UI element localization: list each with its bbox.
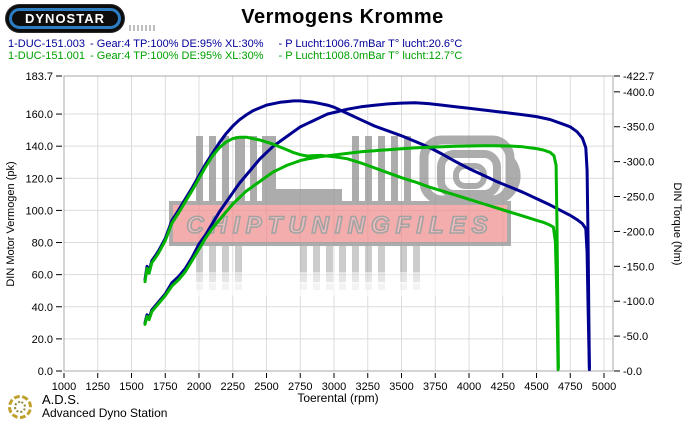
- y-left-tick-label: 160.0: [25, 109, 53, 121]
- chart-axes: 1000 1250 1500 1750 2000 2250 2500 2750 3000 3250…: [25, 71, 654, 393]
- y-right-tick-label: -250.0: [623, 192, 654, 204]
- x-tick-label: 1750: [153, 381, 177, 393]
- watermark-fade: [185, 282, 530, 296]
- ads-footer: A.D.S. Advanced Dyno Station: [5, 391, 167, 422]
- x-tick-label: 3250: [356, 381, 380, 393]
- dyno-curves: [143, 99, 591, 372]
- left-axis-title: DIN Motor Vermogen (pk): [5, 161, 17, 286]
- right-axis-title: DIN Torque (Nm): [671, 183, 683, 266]
- x-tick-label: 4000: [457, 381, 481, 393]
- ads-name: Advanced Dyno Station: [42, 406, 168, 420]
- ads-swirl-icon: [5, 391, 35, 422]
- legend: 1-DUC-151.003 - Gear:4 TP:100% DE:95% XL:…: [8, 38, 467, 62]
- y-right-tick-label: -100.0: [623, 296, 654, 308]
- y-left-tick-label: 120.0: [25, 173, 53, 185]
- x-tick-label: 4250: [491, 381, 515, 393]
- y-left-tick-label: 140.0: [25, 141, 53, 153]
- y-right-tick-label: -350.0: [623, 122, 654, 134]
- x-tick-label: 4500: [524, 381, 548, 393]
- x-tick-label: 1000: [52, 381, 76, 393]
- y-left-tick-label: 183.7: [25, 71, 53, 83]
- curve-power: [143, 144, 560, 370]
- y-right-tick-label: -422.7: [623, 71, 654, 83]
- chiptuningfiles-watermark: CHIPTUNINGFILES: [169, 135, 530, 296]
- curve-power: [143, 101, 591, 370]
- y-left-tick-label: 20.0: [32, 334, 53, 346]
- x-tick-label: 1500: [119, 381, 143, 393]
- run-ambient: - P Lucht:1006.7mBar T° lucht:20.6°C: [278, 38, 463, 50]
- y-left-tick-label: 0.0: [38, 366, 53, 378]
- logo-ellipse: [9, 8, 121, 29]
- x-tick-label: 2250: [221, 381, 245, 393]
- curve-torque: [143, 135, 560, 372]
- y-right-tick-label: -300.0: [623, 157, 654, 169]
- x-tick-label: 5000: [592, 381, 616, 393]
- y-right-tick-label: -400.0: [623, 87, 654, 99]
- watermark-text: CHIPTUNINGFILES: [186, 212, 493, 239]
- x-tick-label: 2750: [288, 381, 312, 393]
- logo-text: DYNOSTAR: [25, 11, 105, 26]
- run-params: - Gear:4 TP:100% DE:95% XL:30%: [90, 38, 264, 50]
- logo-subtext-smudge: [129, 25, 157, 31]
- x-axis-title: Toerental (rpm): [297, 391, 378, 405]
- x-tick-label: 2000: [187, 381, 211, 393]
- page-title: Vermogens Kromme: [241, 6, 444, 28]
- watermark-bars-upper: [196, 136, 411, 203]
- dynostar-logo: DYNOSTAR: [6, 5, 124, 32]
- x-tick-label: 4750: [558, 381, 582, 393]
- x-tick-label: 3500: [389, 381, 413, 393]
- legend-run-2: 1-DUC-151.001 - Gear:4 TP:100% DE:95% XL:…: [8, 50, 467, 62]
- y-right-tick-label: -0.0: [623, 366, 642, 378]
- watermark-fade: [185, 272, 530, 284]
- run-params: - Gear:4 TP:100% DE:95% XL:30%: [90, 50, 264, 62]
- legend-run-1: 1-DUC-151.003 - Gear:4 TP:100% DE:95% XL:…: [8, 38, 467, 50]
- y-right-tick-label: -50.0: [623, 331, 648, 343]
- ads-text: A.D.S. Advanced Dyno Station: [42, 393, 167, 420]
- run-ambient: - P Lucht:1008.0mBar T° lucht:12.7°C: [278, 50, 463, 62]
- y-right-tick-label: -200.0: [623, 226, 654, 238]
- x-tick-label: 1250: [86, 381, 110, 393]
- x-tick-label: 2500: [254, 381, 278, 393]
- run-id: 1-DUC-151.003: [8, 38, 86, 50]
- watermark-bars-lower: [196, 245, 420, 290]
- ads-abbr: A.D.S.: [42, 392, 80, 407]
- run-id: 1-DUC-151.001: [8, 50, 86, 62]
- plot-border: [63, 75, 614, 372]
- x-tick-label: 3000: [322, 381, 346, 393]
- y-left-tick-label: 60.0: [32, 270, 53, 282]
- y-left-tick-label: 80.0: [32, 238, 53, 250]
- y-left-tick-label: 40.0: [32, 302, 53, 314]
- y-left-tick-label: 100.0: [25, 205, 53, 217]
- x-tick-label: 3750: [423, 381, 447, 393]
- y-right-tick-label: -150.0: [623, 261, 654, 273]
